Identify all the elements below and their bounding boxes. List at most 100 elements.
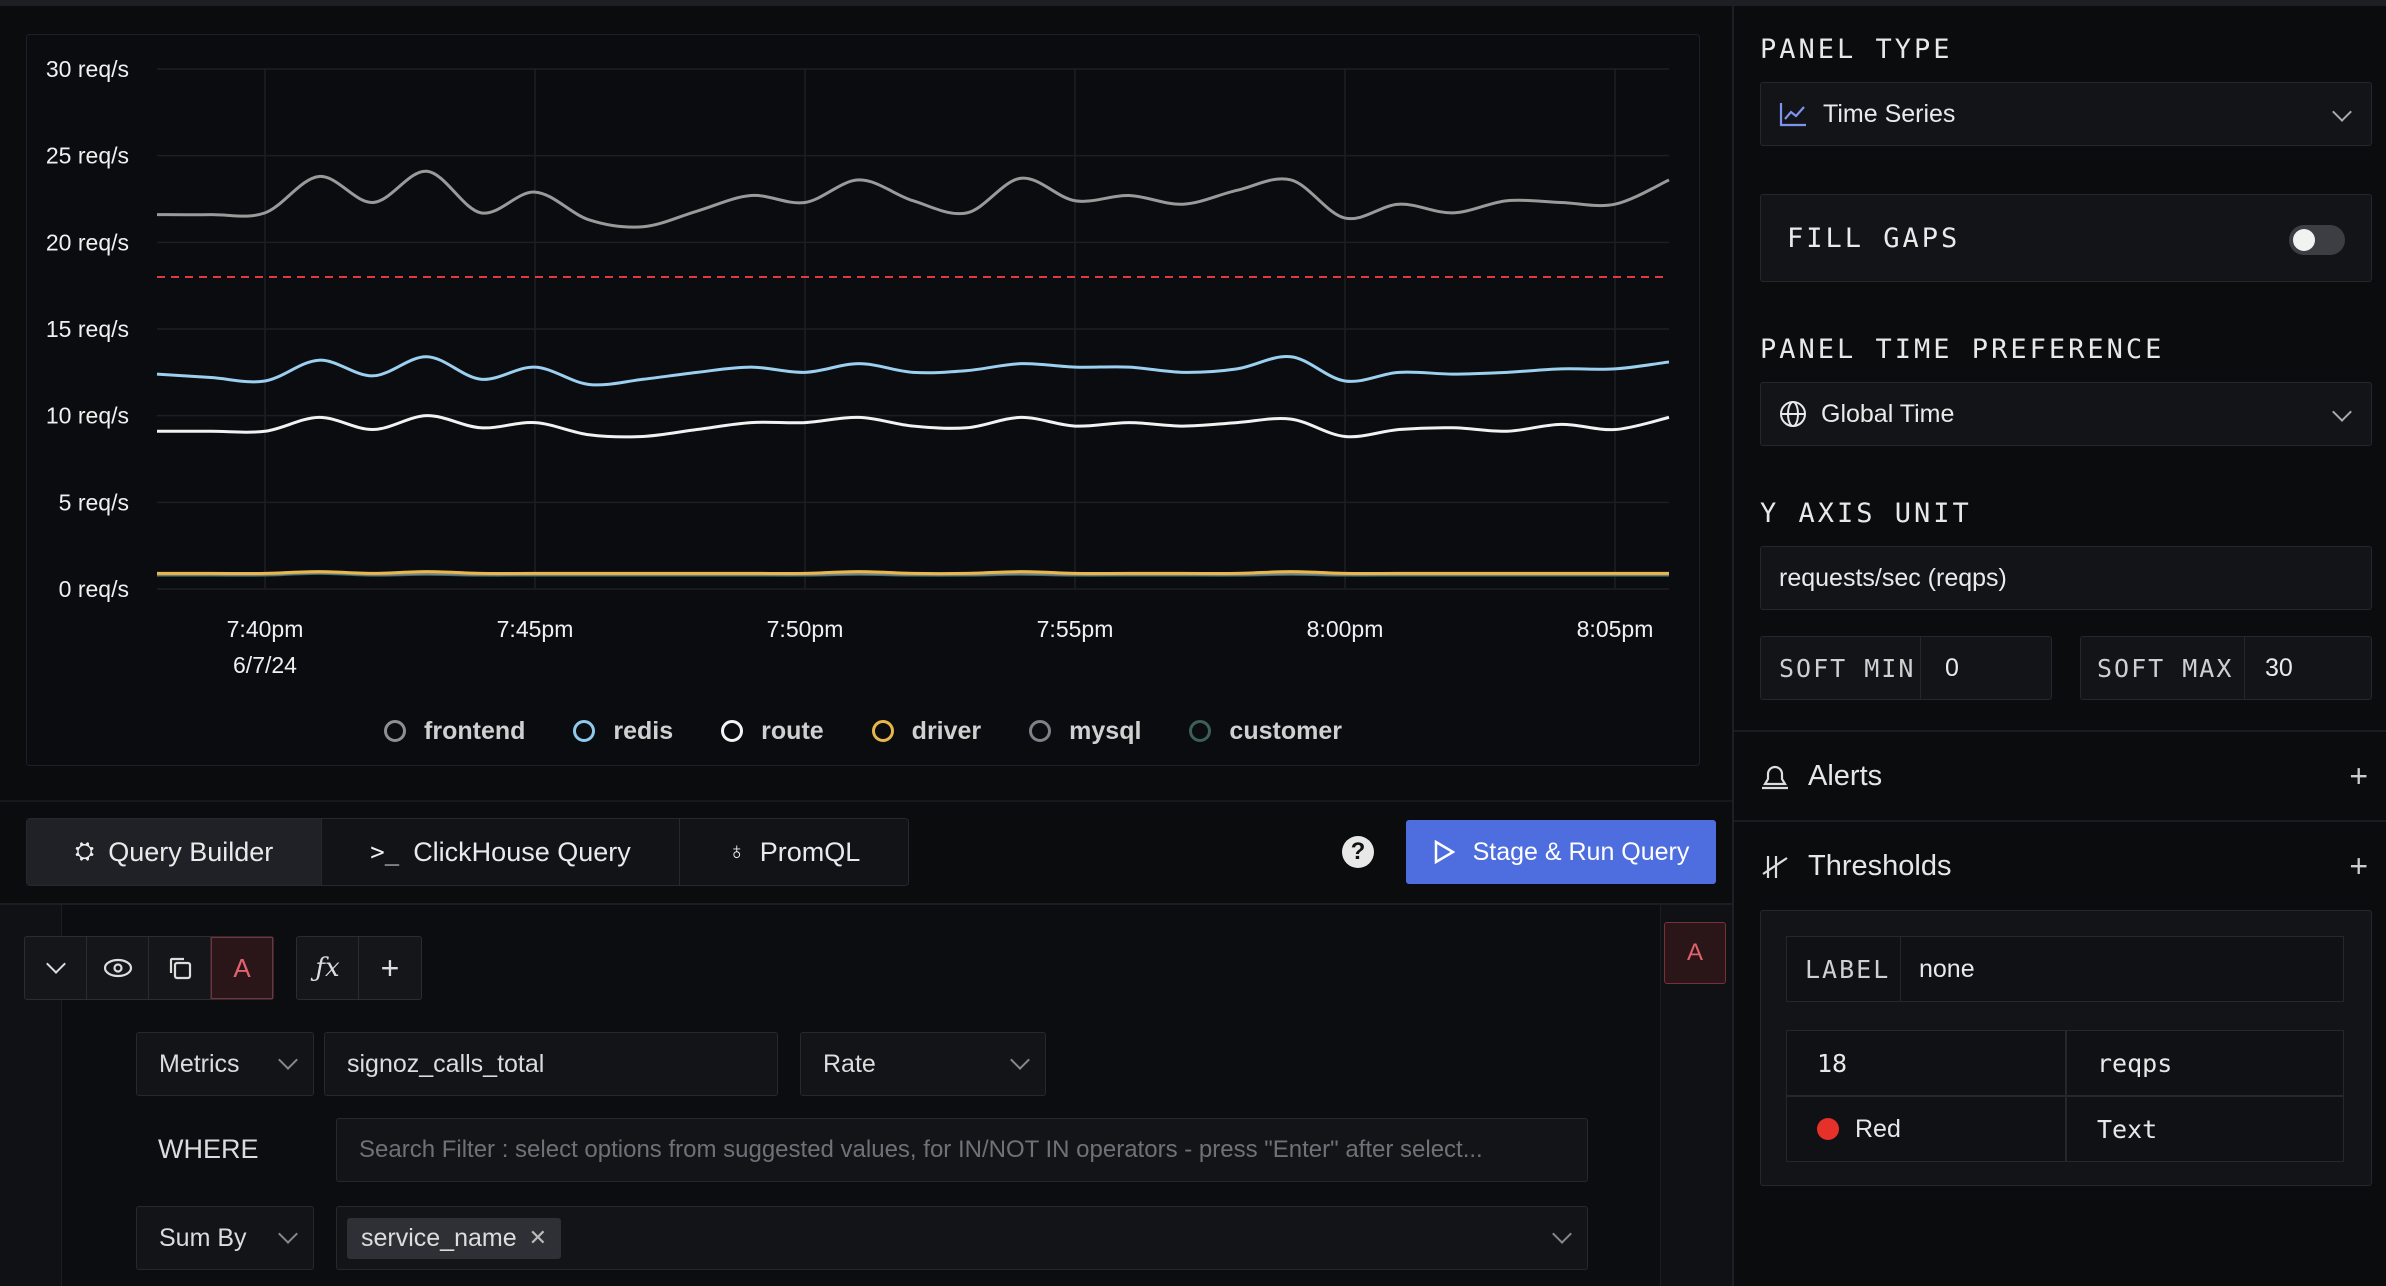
- x-tick-label: 8:00pm: [1307, 616, 1384, 642]
- legend-item[interactable]: driver: [871, 717, 981, 746]
- data-source-select[interactable]: Metrics: [136, 1032, 314, 1096]
- legend-label: mysql: [1069, 716, 1142, 745]
- threshold-label-key: LABEL: [1786, 936, 1900, 1002]
- legend-label: customer: [1229, 716, 1342, 745]
- threshold-label-input[interactable]: none: [1900, 936, 2344, 1002]
- terminal-icon: >_: [370, 838, 400, 866]
- tab-query-builder[interactable]: ⛭ Query Builder: [27, 819, 323, 885]
- tab-label: PromQL: [759, 836, 861, 867]
- aggregation-select[interactable]: Rate: [800, 1032, 1046, 1096]
- y-tick-label: 10 req/s: [46, 403, 129, 429]
- threshold-value-input[interactable]: 18: [1786, 1030, 2066, 1096]
- time-preference-label: PANEL TIME PREFERENCE: [1760, 334, 2165, 365]
- group-operator-value: Sum By: [159, 1223, 247, 1252]
- soft-max-value: 30: [2265, 653, 2293, 682]
- where-filter-input[interactable]: Search Filter : select options from sugg…: [336, 1118, 1588, 1182]
- duplicate-button[interactable]: [149, 937, 211, 999]
- where-label: WHERE: [158, 1134, 259, 1164]
- legend-color-icon: [1189, 720, 1212, 742]
- alerts-label: Alerts: [1808, 759, 1883, 792]
- tab-clickhouse-query[interactable]: >_ ClickHouse Query: [322, 819, 680, 885]
- group-by-tag[interactable]: service_name ✕: [347, 1217, 562, 1259]
- alerts-section[interactable]: Alerts +: [1734, 730, 2386, 820]
- threshold-format-text: Text: [2097, 1114, 2158, 1144]
- color-dot-icon: [1817, 1118, 1839, 1140]
- query-name-badge[interactable]: A: [211, 937, 273, 999]
- threshold-color-select[interactable]: Red: [1786, 1096, 2066, 1162]
- run-button-label: Stage & Run Query: [1472, 837, 1690, 866]
- line-chart-icon: [1779, 103, 1806, 127]
- threshold-unit-text: reqps: [2097, 1048, 2173, 1078]
- series-line-driver: [157, 570, 1669, 576]
- play-icon: [1434, 840, 1455, 864]
- y-axis-unit-input[interactable]: requests/sec (reqps): [1760, 546, 2372, 610]
- legend-item[interactable]: mysql: [1029, 717, 1141, 746]
- tab-promql[interactable]: ♁ PromQL: [680, 819, 909, 885]
- group-by-select[interactable]: service_name ✕: [336, 1206, 1588, 1270]
- x-tick-label: 7:45pm: [497, 616, 574, 642]
- threshold-value-text: 18: [1817, 1048, 1848, 1078]
- help-icon[interactable]: ?: [1342, 836, 1374, 868]
- flame-icon: ♁: [727, 838, 746, 865]
- threshold-format-select[interactable]: Text: [2066, 1096, 2344, 1162]
- time-preference-select[interactable]: Global Time: [1760, 382, 2372, 446]
- collapse-button[interactable]: [25, 937, 87, 999]
- add-alert-icon[interactable]: +: [2349, 757, 2368, 794]
- soft-min-field[interactable]: SOFT MIN 0: [1760, 636, 2052, 700]
- label-value-text: none: [1919, 954, 1975, 983]
- chevron-down-icon: [1010, 1050, 1030, 1070]
- data-source-value: Metrics: [159, 1049, 240, 1078]
- close-icon[interactable]: ✕: [528, 1225, 548, 1250]
- stage-run-query-button[interactable]: Stage & Run Query: [1406, 820, 1716, 884]
- y-axis-unit-value: requests/sec (reqps): [1779, 563, 2007, 592]
- chevron-down-icon: [45, 954, 66, 974]
- query-label-badge[interactable]: A: [1664, 922, 1726, 984]
- tab-label: Query Builder: [108, 836, 274, 867]
- bell-icon: [1762, 765, 1788, 790]
- metric-name-value: signoz_calls_total: [347, 1049, 545, 1078]
- add-query-button[interactable]: +: [359, 937, 421, 999]
- legend-color-icon: [573, 720, 596, 742]
- legend-color-icon: [871, 720, 894, 742]
- x-tick-label: 7:50pm: [767, 616, 844, 642]
- legend-item[interactable]: route: [721, 717, 824, 746]
- divider: [0, 800, 1732, 802]
- panel-type-value: Time Series: [1823, 99, 1956, 128]
- add-threshold-icon[interactable]: +: [2349, 847, 2368, 884]
- chevron-down-icon: [2332, 102, 2352, 122]
- soft-max-label: SOFT MAX: [2081, 637, 2245, 699]
- toggle-knob: [2293, 229, 2315, 251]
- legend-item[interactable]: redis: [573, 717, 673, 746]
- divider: [0, 903, 1732, 905]
- copy-icon: [169, 957, 191, 980]
- soft-max-field[interactable]: SOFT MAX 30: [2080, 636, 2372, 700]
- chevron-down-icon: [278, 1224, 298, 1244]
- fill-gaps-label: FILL GAPS: [1787, 222, 1961, 254]
- legend-item[interactable]: frontend: [384, 717, 525, 746]
- add-formula-button[interactable]: ƒx: [297, 937, 359, 999]
- panel-settings-sidebar: PANEL TYPE Time Series FILL GAPS PANEL T…: [1732, 6, 2386, 1286]
- x-tick-sublabel: 6/7/24: [233, 652, 297, 678]
- fill-gaps-toggle[interactable]: [2289, 225, 2345, 255]
- tag-label: service_name: [361, 1223, 517, 1252]
- soft-min-value: 0: [1945, 653, 1959, 682]
- chevron-down-icon: [278, 1050, 298, 1070]
- legend-item[interactable]: customer: [1189, 717, 1342, 746]
- time-series-chart: 30 req/s 25 req/s 20 req/s 15 req/s 10 req/s…: [46, 56, 1670, 678]
- group-by-operator-select[interactable]: Sum By: [136, 1206, 314, 1270]
- y-tick-label: 0 req/s: [59, 576, 129, 602]
- thresholds-section[interactable]: Thresholds +: [1734, 820, 2386, 910]
- y-tick-label: 5 req/s: [59, 489, 129, 515]
- globe-icon: [1780, 401, 1806, 427]
- threshold-unit-select[interactable]: reqps: [2066, 1030, 2344, 1096]
- tab-label: ClickHouse Query: [413, 836, 631, 867]
- toggle-visibility-button[interactable]: [87, 937, 149, 999]
- x-tick-label: 7:40pm: [227, 616, 304, 642]
- series-line-frontend: [156, 169, 1670, 229]
- legend-color-icon: [1029, 720, 1052, 742]
- metric-name-input[interactable]: signoz_calls_total: [324, 1032, 778, 1096]
- panel-type-select[interactable]: Time Series: [1760, 82, 2372, 146]
- x-tick-label: 8:05pm: [1577, 616, 1654, 642]
- legend-label: route: [761, 716, 824, 745]
- aggregation-value: Rate: [823, 1049, 876, 1078]
